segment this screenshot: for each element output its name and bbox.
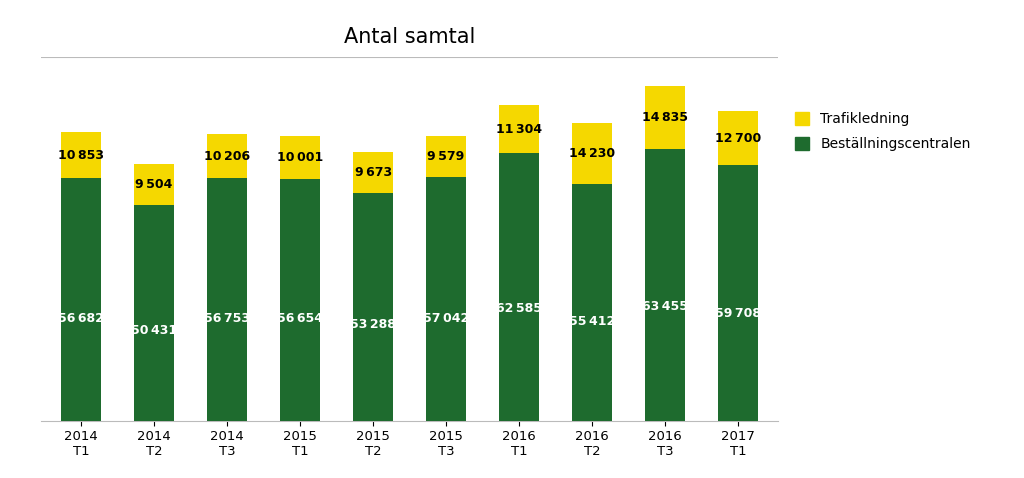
Text: 10 853: 10 853 [58, 149, 104, 162]
Text: 11 304: 11 304 [496, 122, 542, 135]
Bar [572, 123, 612, 184]
Bar [207, 134, 247, 178]
Text: 9 673: 9 673 [354, 166, 391, 179]
Text: 14 230: 14 230 [569, 147, 615, 160]
Text: 56 654: 56 654 [278, 313, 324, 326]
Bar [499, 153, 540, 421]
Text: 10 001: 10 001 [276, 151, 324, 163]
Bar [134, 164, 174, 205]
Title: Antal samtal: Antal samtal [344, 27, 475, 47]
Bar [353, 193, 393, 421]
Bar [61, 178, 101, 421]
Bar [61, 132, 101, 178]
Text: 56 682: 56 682 [58, 313, 104, 326]
Text: 50 431: 50 431 [131, 324, 177, 337]
Text: 10 206: 10 206 [204, 150, 250, 163]
Text: 9 504: 9 504 [135, 178, 173, 191]
Text: 63 455: 63 455 [642, 300, 688, 313]
Bar [426, 177, 466, 421]
Text: 14 835: 14 835 [642, 111, 688, 124]
Text: 12 700: 12 700 [715, 132, 761, 145]
Bar [572, 184, 612, 421]
Text: 53 288: 53 288 [350, 318, 396, 331]
Text: 59 708: 59 708 [715, 307, 761, 320]
Bar [645, 150, 685, 421]
Text: 56 753: 56 753 [204, 312, 250, 325]
Bar [426, 136, 466, 177]
Bar [499, 105, 540, 153]
Bar [718, 165, 758, 421]
Bar [280, 178, 321, 421]
Bar [134, 205, 174, 421]
Bar [207, 178, 247, 421]
Bar [353, 152, 393, 193]
Bar [718, 111, 758, 165]
Bar [645, 86, 685, 150]
Text: 55 412: 55 412 [569, 315, 615, 328]
Text: 9 579: 9 579 [427, 150, 465, 163]
Text: 62 585: 62 585 [496, 302, 542, 315]
Text: 57 042: 57 042 [423, 312, 469, 325]
Bar [280, 136, 321, 178]
Legend: Trafikledning, Beställningscentralen: Trafikledning, Beställningscentralen [796, 112, 971, 151]
